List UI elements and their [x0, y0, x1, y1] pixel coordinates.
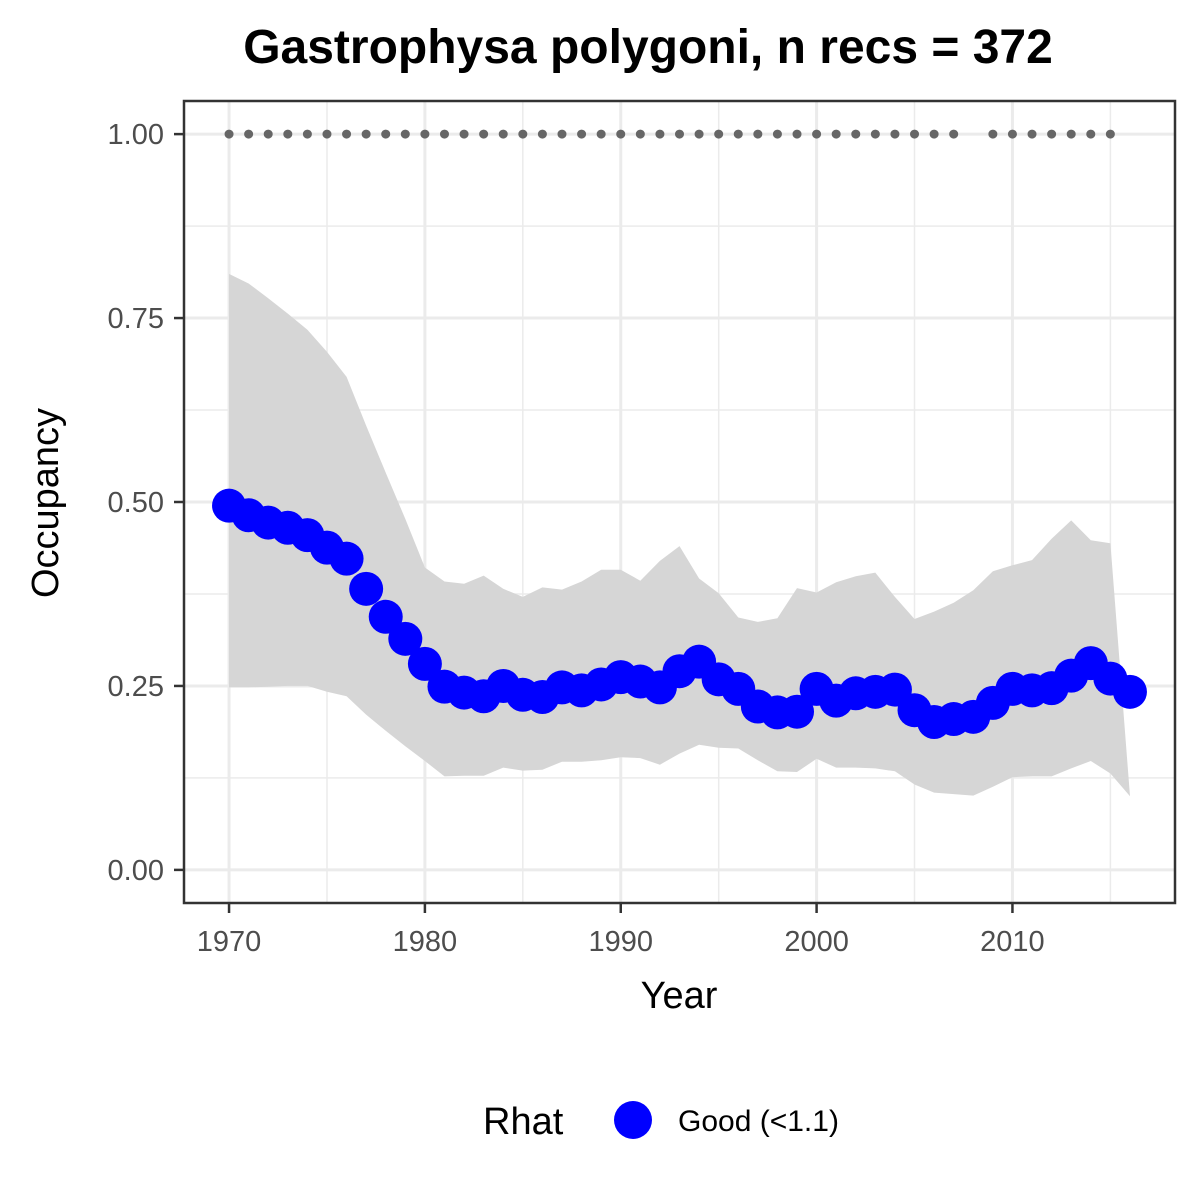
record-dot	[812, 129, 822, 139]
y-tick-label: 0.50	[108, 487, 164, 519]
record-dot	[635, 129, 645, 139]
record-dot	[831, 129, 841, 139]
record-dot	[224, 129, 234, 139]
y-tick-label: 0.00	[108, 855, 164, 887]
y-tick-label: 0.25	[108, 671, 164, 703]
record-dot	[459, 129, 469, 139]
occupancy-point	[1112, 674, 1147, 709]
record-dot	[910, 129, 920, 139]
legend-title: Rhat	[483, 1101, 564, 1143]
record-dot	[498, 129, 508, 139]
confidence-ribbon	[229, 273, 1130, 797]
x-tick-label: 1980	[393, 926, 458, 958]
record-dot	[244, 129, 254, 139]
record-dot	[577, 129, 587, 139]
occupancy-point	[349, 571, 384, 606]
record-dot	[283, 129, 293, 139]
y-tick-label: 1.00	[108, 119, 164, 151]
ribbon-layer	[229, 273, 1130, 797]
y-tick-label: 0.75	[108, 303, 164, 335]
record-dot	[655, 129, 665, 139]
legend: Rhat Good (<1.1)	[483, 1101, 839, 1143]
record-dot	[557, 129, 567, 139]
chart-title: Gastrophysa polygoni, n recs = 372	[243, 21, 1053, 74]
record-dot	[342, 129, 352, 139]
occupancy-points-layer	[212, 488, 1147, 739]
record-dot	[714, 129, 724, 139]
record-dot	[733, 129, 743, 139]
record-dot	[361, 129, 371, 139]
legend-label-good: Good (<1.1)	[678, 1105, 839, 1138]
record-dot	[1066, 129, 1076, 139]
record-dot	[929, 129, 939, 139]
legend-key-good	[614, 1101, 652, 1139]
record-dot	[263, 129, 273, 139]
occupancy-point	[780, 694, 815, 729]
occupancy-point	[329, 541, 364, 576]
record-dot	[792, 129, 802, 139]
x-tick-label: 1990	[588, 926, 653, 958]
occupancy-point	[407, 646, 442, 681]
record-dot	[322, 129, 332, 139]
record-dot	[1086, 129, 1096, 139]
occupancy-point	[388, 621, 423, 656]
record-dot	[753, 129, 763, 139]
x-tick-label: 2000	[784, 926, 849, 958]
record-dot	[772, 129, 782, 139]
record-dot	[675, 129, 684, 139]
record-dot	[1047, 129, 1057, 139]
record-dot	[1007, 129, 1017, 139]
x-axis-title: Year	[641, 975, 718, 1017]
x-tick-label: 1970	[197, 926, 262, 958]
y-axis-title: Occupancy	[25, 408, 67, 598]
record-dot	[694, 129, 704, 139]
record-dot	[400, 129, 410, 139]
record-dot	[851, 129, 861, 139]
record-dot	[616, 129, 626, 139]
record-dots-layer	[224, 129, 1115, 139]
record-dot	[518, 129, 528, 139]
record-dot	[537, 129, 547, 139]
record-dot	[302, 129, 312, 139]
axis-ticks: 1970 1980 1990 2000 2010 0.00 0.25 0.50 0.75 1.00	[108, 119, 1045, 958]
record-dot	[420, 129, 430, 139]
record-dot	[596, 129, 606, 139]
x-tick-label: 2010	[980, 926, 1045, 958]
record-dot	[870, 129, 880, 139]
record-dot	[949, 129, 959, 139]
record-dot	[439, 129, 449, 139]
record-dot	[381, 129, 391, 139]
record-dot	[1105, 129, 1115, 139]
record-dot	[890, 129, 900, 139]
occupancy-point	[368, 599, 403, 634]
record-dot	[479, 129, 489, 139]
record-dot	[1027, 129, 1037, 139]
record-dot	[988, 129, 998, 139]
